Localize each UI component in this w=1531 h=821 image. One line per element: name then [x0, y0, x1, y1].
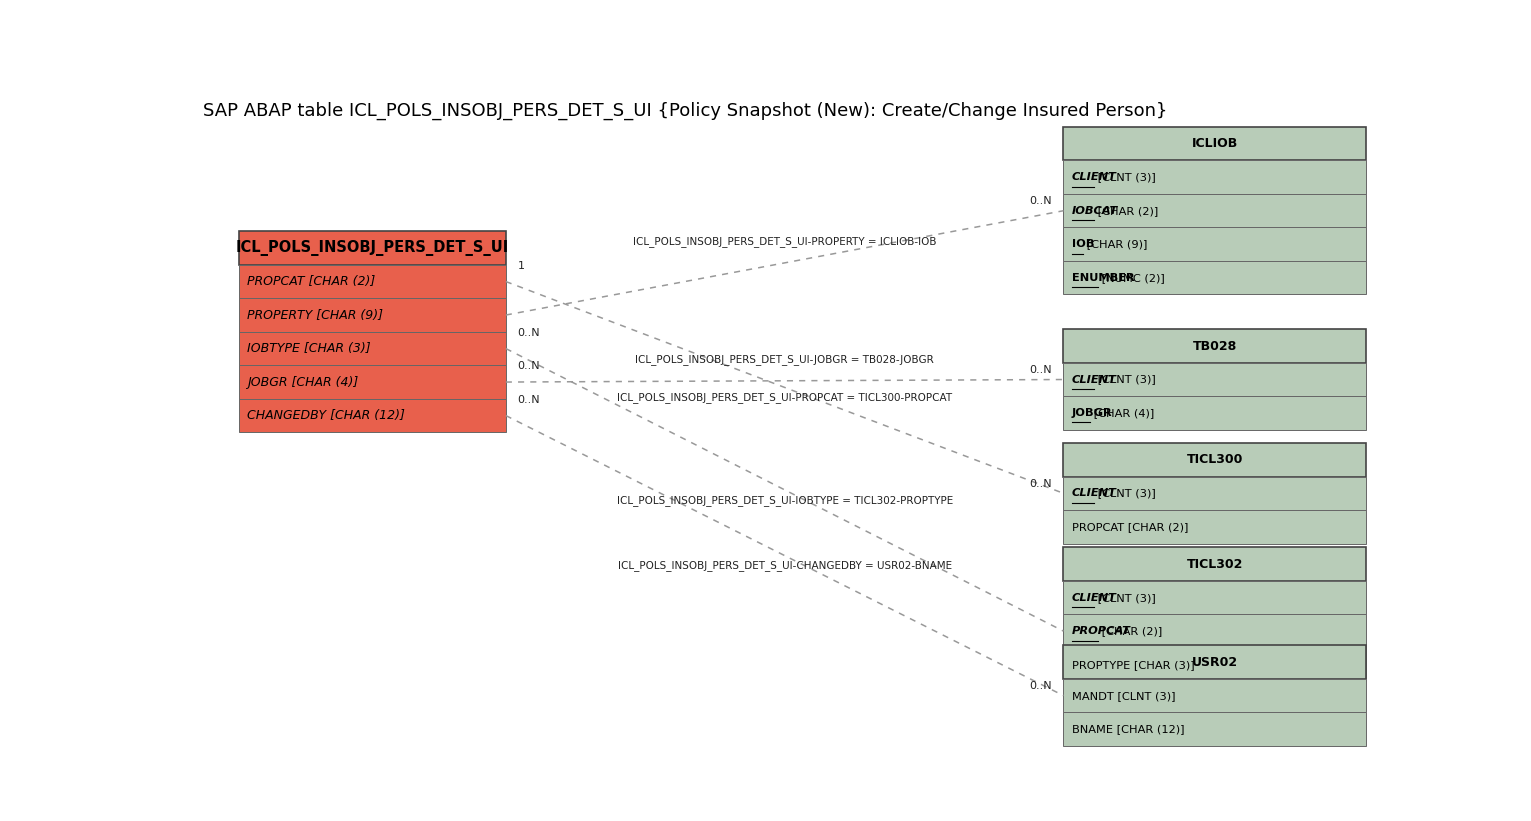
Text: 0..N: 0..N	[1029, 681, 1052, 691]
Text: ICL_POLS_INSOBJ_PERS_DET_S_UI-JOBGR = TB028-JOBGR: ICL_POLS_INSOBJ_PERS_DET_S_UI-JOBGR = TB…	[635, 354, 934, 365]
Text: PROPCAT [CHAR (2)]: PROPCAT [CHAR (2)]	[1072, 522, 1188, 532]
Text: USR02: USR02	[1191, 656, 1239, 668]
Bar	[239, 232, 505, 265]
Text: TICL300: TICL300	[1187, 453, 1243, 466]
Text: [CHAR (4)]: [CHAR (4)]	[1090, 408, 1154, 418]
Text: SAP ABAP table ICL_POLS_INSOBJ_PERS_DET_S_UI {Policy Snapshot (New): Create/Chan: SAP ABAP table ICL_POLS_INSOBJ_PERS_DET_…	[204, 102, 1168, 120]
Bar	[239, 265, 505, 298]
Text: 1: 1	[517, 261, 525, 271]
Text: ICL_POLS_INSOBJ_PERS_DET_S_UI-PROPCAT = TICL300-PROPCAT: ICL_POLS_INSOBJ_PERS_DET_S_UI-PROPCAT = …	[617, 392, 952, 403]
Bar	[1064, 329, 1366, 363]
Bar	[1064, 648, 1366, 681]
Bar	[1064, 581, 1366, 614]
Text: [CHAR (9)]: [CHAR (9)]	[1082, 239, 1147, 250]
Bar	[1064, 614, 1366, 648]
Bar	[239, 399, 505, 433]
Text: ICLIOB: ICLIOB	[1191, 137, 1239, 150]
Text: 0..N: 0..N	[517, 328, 540, 337]
Bar	[1064, 679, 1366, 713]
Text: [CLNT (3)]: [CLNT (3)]	[1095, 488, 1156, 498]
Text: CLIENT: CLIENT	[1072, 172, 1116, 182]
Bar	[1064, 476, 1366, 510]
Text: IOB: IOB	[1072, 239, 1095, 250]
Text: [CLNT (3)]: [CLNT (3)]	[1095, 374, 1156, 384]
Text: [CHAR (2)]: [CHAR (2)]	[1098, 626, 1162, 636]
Text: MANDT [CLNT (3)]: MANDT [CLNT (3)]	[1072, 690, 1176, 700]
Text: [CLNT (3)]: [CLNT (3)]	[1095, 593, 1156, 603]
Text: PROPERTY [CHAR (9)]: PROPERTY [CHAR (9)]	[246, 309, 383, 322]
Bar	[1064, 443, 1366, 476]
Bar	[1064, 227, 1366, 261]
Bar	[1064, 645, 1366, 679]
Bar	[1064, 510, 1366, 544]
Bar	[1064, 397, 1366, 429]
Text: ENUMBER: ENUMBER	[1072, 273, 1134, 282]
Bar	[1064, 194, 1366, 227]
Bar	[1064, 363, 1366, 397]
Bar	[239, 332, 505, 365]
Text: ICL_POLS_INSOBJ_PERS_DET_S_UI-CHANGEDBY = USR02-BNAME: ICL_POLS_INSOBJ_PERS_DET_S_UI-CHANGEDBY …	[617, 561, 952, 571]
Text: 0..N: 0..N	[517, 361, 540, 371]
Text: IOBCAT: IOBCAT	[1072, 206, 1118, 216]
Text: ICL_POLS_INSOBJ_PERS_DET_S_UI-PROPERTY = ICLIOB-IOB: ICL_POLS_INSOBJ_PERS_DET_S_UI-PROPERTY =…	[632, 236, 937, 247]
Bar	[1064, 548, 1366, 581]
Bar	[1064, 160, 1366, 194]
Text: CHANGEDBY [CHAR (12)]: CHANGEDBY [CHAR (12)]	[246, 409, 406, 422]
Text: PROPCAT: PROPCAT	[1072, 626, 1131, 636]
Text: CLIENT: CLIENT	[1072, 374, 1116, 384]
Text: 0..N: 0..N	[1029, 365, 1052, 375]
Text: [NUMC (2)]: [NUMC (2)]	[1098, 273, 1165, 282]
Bar	[239, 365, 505, 399]
Text: CLIENT: CLIENT	[1072, 488, 1116, 498]
Text: TB028: TB028	[1193, 340, 1237, 352]
Text: 0..N: 0..N	[517, 395, 540, 405]
Bar	[239, 298, 505, 332]
Text: ICL_POLS_INSOBJ_PERS_DET_S_UI: ICL_POLS_INSOBJ_PERS_DET_S_UI	[236, 240, 508, 256]
Text: [CHAR (2)]: [CHAR (2)]	[1095, 206, 1159, 216]
Bar	[1064, 261, 1366, 295]
Text: TICL302: TICL302	[1187, 557, 1243, 571]
Text: JOBGR [CHAR (4)]: JOBGR [CHAR (4)]	[246, 375, 358, 388]
Text: 0..N: 0..N	[1029, 479, 1052, 488]
Text: ICL_POLS_INSOBJ_PERS_DET_S_UI-IOBTYPE = TICL302-PROPTYPE: ICL_POLS_INSOBJ_PERS_DET_S_UI-IOBTYPE = …	[617, 495, 952, 506]
Text: BNAME [CHAR (12)]: BNAME [CHAR (12)]	[1072, 724, 1185, 734]
Text: PROPCAT [CHAR (2)]: PROPCAT [CHAR (2)]	[246, 275, 375, 288]
Bar	[1064, 127, 1366, 160]
Bar	[1064, 713, 1366, 745]
Text: IOBTYPE [CHAR (3)]: IOBTYPE [CHAR (3)]	[246, 342, 371, 355]
Text: [CLNT (3)]: [CLNT (3)]	[1095, 172, 1156, 182]
Text: 0..N: 0..N	[1029, 196, 1052, 206]
Text: PROPTYPE [CHAR (3)]: PROPTYPE [CHAR (3)]	[1072, 659, 1194, 670]
Text: CLIENT: CLIENT	[1072, 593, 1116, 603]
Text: JOBGR: JOBGR	[1072, 408, 1113, 418]
